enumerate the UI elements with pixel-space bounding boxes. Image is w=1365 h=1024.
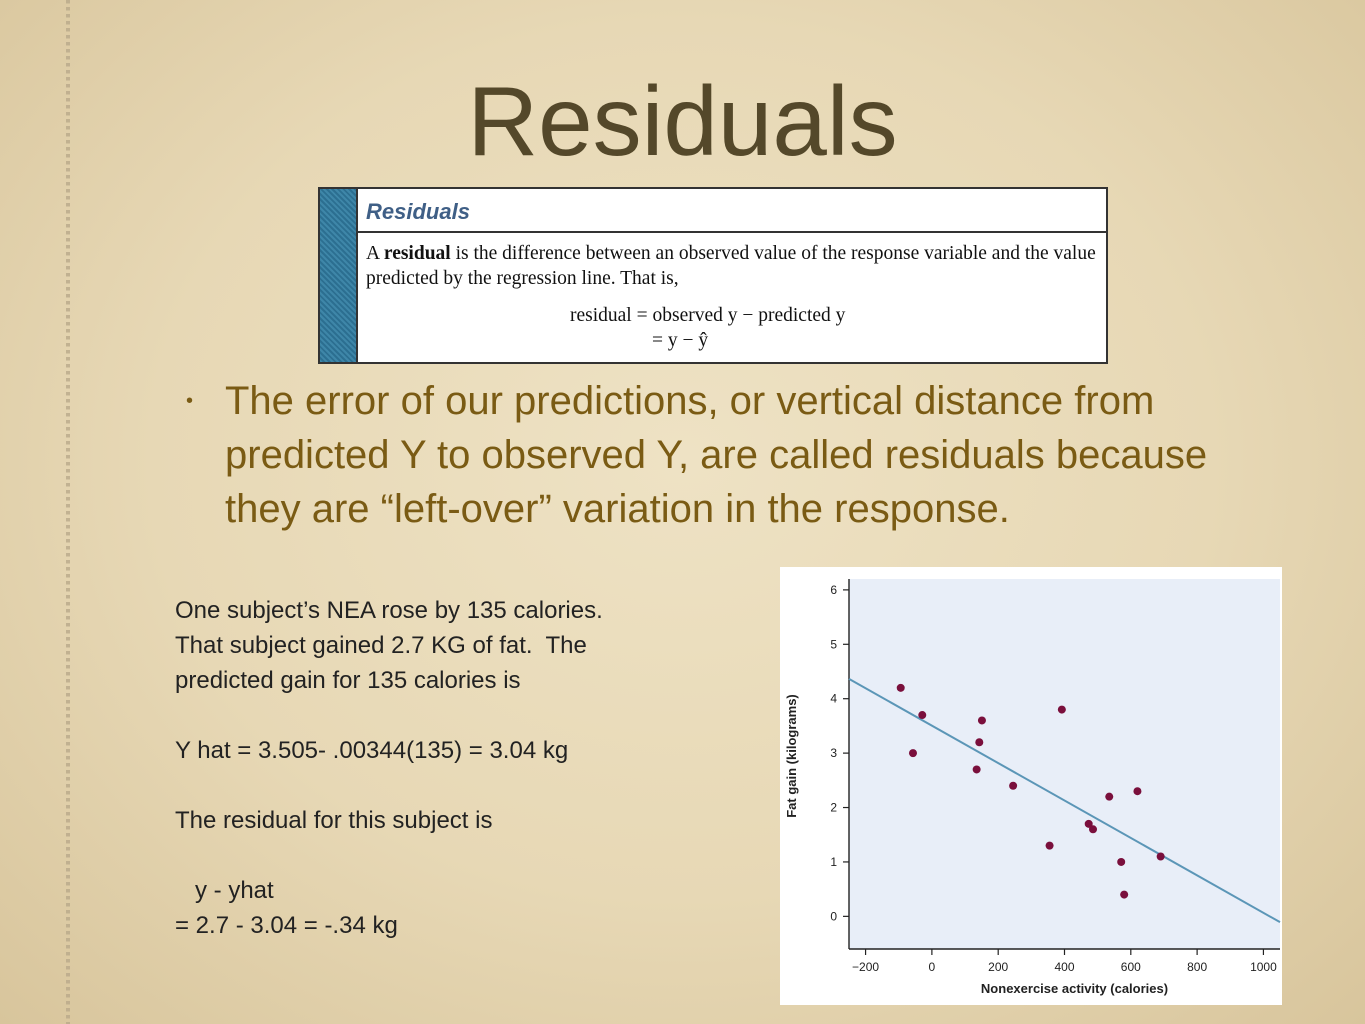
note-line [175, 768, 775, 803]
slide-title: Residuals [467, 66, 898, 176]
note-line: y - yhat [175, 877, 274, 904]
scatter-chart: 0 1 2 3 4 5 6 −200 0 200 400 600 800 1000 Nonexercise … [780, 567, 1282, 1005]
formula-line-1: residual = observed y − predicted y [570, 305, 846, 326]
data-point [977, 716, 986, 725]
data-point [1009, 781, 1018, 790]
data-point [1133, 787, 1142, 796]
definition-rest: is the difference between an observed va… [366, 243, 1096, 289]
data-point [1120, 890, 1129, 899]
data-point [1117, 857, 1126, 866]
formula-line-2: = y − ŷ [652, 330, 709, 351]
y-tick-label: 0 [830, 909, 837, 923]
definition-box-header: Residuals [358, 189, 1106, 233]
definition-text: A residual is the difference between an … [366, 241, 1106, 291]
scatter-chart-svg: 0 1 2 3 4 5 6 −200 0 200 400 600 800 1000 Nonexercise … [784, 579, 1281, 996]
note-line: That subject gained 2.7 KG of fat. The [175, 632, 587, 659]
x-tick-label: 800 [1187, 960, 1207, 974]
definition-heading: Residuals [366, 199, 470, 224]
y-axis-label: Fat gain (kilograms) [784, 694, 799, 818]
data-point [1105, 792, 1114, 801]
bullet-marker: • [186, 390, 194, 412]
y-tick-label: 6 [830, 583, 837, 597]
data-point [1045, 841, 1054, 850]
data-point [918, 711, 927, 720]
x-tick-label: 0 [929, 960, 936, 974]
y-tick-label: 4 [830, 692, 837, 706]
data-point [896, 683, 905, 692]
note-line [175, 698, 775, 733]
y-tick-label: 2 [830, 801, 837, 815]
note-line [175, 838, 775, 873]
x-tick-label: 200 [988, 960, 1008, 974]
data-point [1089, 825, 1098, 834]
regression-line [848, 677, 1281, 924]
bullet-text: The error of our predictions, or vertica… [225, 379, 1208, 531]
data-point [908, 749, 917, 758]
worked-example-notes: One subject’s NEA rose by 135 calories. T… [175, 593, 775, 943]
data-point [1057, 705, 1066, 714]
x-axis-label: Nonexercise activity (calories) [981, 981, 1168, 996]
note-line: predicted gain for 135 calories is [175, 667, 521, 694]
definition-formula: residual = observed y − predicted y = y … [570, 303, 845, 353]
x-tick-label: 400 [1054, 960, 1074, 974]
notebook-binding [66, 0, 70, 1024]
x-tick-label: 1000 [1250, 960, 1277, 974]
note-line: The residual for this subject is [175, 807, 493, 834]
x-tick-label: 600 [1121, 960, 1141, 974]
data-point [1156, 852, 1165, 861]
note-line: One subject’s NEA rose by 135 calories. [175, 597, 603, 624]
definition-prefix: A [366, 243, 384, 264]
note-line: = 2.7 - 3.04 = -.34 kg [175, 912, 398, 939]
note-line: Y hat = 3.505- .00344(135) = 3.04 kg [175, 737, 569, 764]
data-point [1084, 819, 1093, 828]
data-point [972, 765, 981, 774]
definition-box: Residuals A residual is the difference b… [318, 187, 1108, 364]
definition-box-stripe [320, 189, 358, 362]
plot-area [849, 579, 1280, 949]
data-point [975, 738, 984, 747]
definition-term: residual [383, 243, 451, 264]
y-tick-label: 1 [830, 855, 837, 869]
y-tick-label: 5 [830, 637, 837, 651]
y-tick-label: 3 [830, 746, 837, 760]
x-tick-label: −200 [852, 960, 879, 974]
